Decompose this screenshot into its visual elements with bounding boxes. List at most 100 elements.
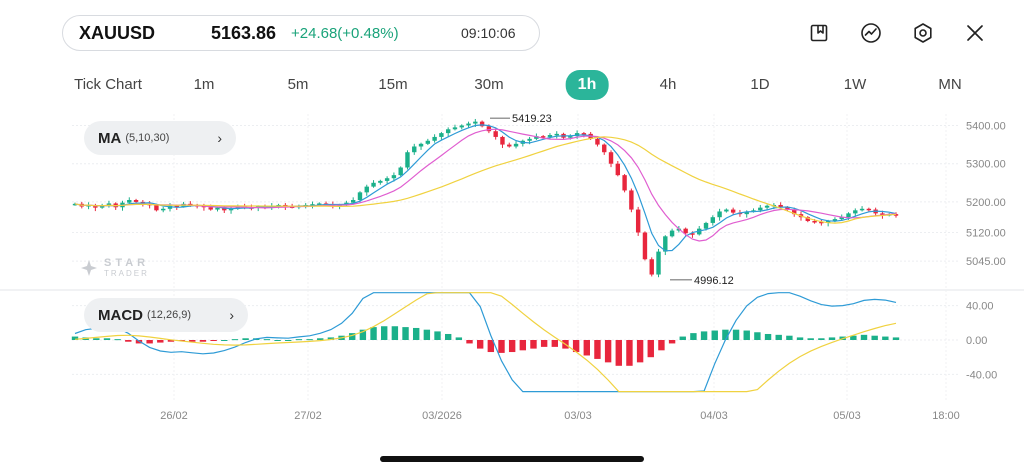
- macd-histogram-bar: [530, 340, 537, 349]
- candle-body: [602, 144, 607, 153]
- tab-mn[interactable]: MN: [938, 76, 962, 93]
- candle-body: [880, 213, 885, 216]
- candle-body: [378, 180, 383, 183]
- macd-histogram-bar: [636, 340, 644, 363]
- indicator-icon[interactable]: [858, 20, 884, 46]
- candle-body: [717, 211, 722, 218]
- tab-4h[interactable]: 4h: [659, 76, 677, 93]
- price-axis-label: 5400.00: [966, 120, 1006, 132]
- macd-histogram-bar: [722, 329, 729, 340]
- price-axis-label: 5200.00: [966, 197, 1006, 209]
- macd-histogram-bar: [487, 340, 495, 353]
- candle-body: [133, 200, 139, 202]
- home-indicator: [380, 456, 644, 462]
- macd-histogram-bar: [668, 340, 676, 344]
- macd-label: MACD: [98, 306, 143, 324]
- candle-body: [778, 204, 783, 208]
- candle-body: [445, 129, 451, 134]
- candle-body: [99, 205, 105, 208]
- candle-body: [72, 203, 78, 206]
- tab-1d[interactable]: 1D: [750, 76, 770, 93]
- macd-histogram-bar: [743, 330, 750, 340]
- candle-body: [432, 136, 437, 141]
- macd-histogram-bar: [572, 340, 580, 353]
- chart-area[interactable]: 5400.00 5300.00 5200.00 5120.00 5045.00 40.00…: [0, 106, 1024, 436]
- candle-body: [208, 207, 213, 210]
- candle-body: [479, 121, 485, 127]
- price-axis-label: 5120.00: [966, 227, 1006, 239]
- bookmark-icon[interactable]: [806, 20, 832, 46]
- tab-15m[interactable]: 15m: [378, 76, 408, 93]
- macd-histogram-bar: [71, 336, 79, 340]
- time-axis-label: 03/03: [564, 410, 592, 422]
- candle-body: [595, 138, 600, 145]
- tab-1h[interactable]: 1h: [565, 70, 609, 100]
- low-annotation: 4996.12: [694, 275, 734, 287]
- candle-body: [805, 217, 810, 222]
- macd-histogram-bar: [455, 337, 463, 340]
- candle-body: [866, 208, 872, 211]
- symbol-bar[interactable]: XAUUSD 5163.86 +24.68(+0.48%) 09:10:06: [62, 15, 540, 51]
- macd-histogram-bar: [764, 333, 772, 340]
- settings-icon[interactable]: [910, 20, 936, 46]
- macd-histogram-bar: [146, 340, 153, 344]
- macd-histogram-bar: [103, 338, 111, 340]
- candle-body: [513, 143, 519, 147]
- ma-indicator-pill[interactable]: MA (5,10,30) ›: [84, 121, 236, 155]
- candle-body: [547, 135, 553, 137]
- candle-body: [608, 152, 614, 164]
- candle-body: [418, 143, 424, 147]
- macd-histogram-bar: [882, 336, 889, 340]
- tab-tick-chart[interactable]: Tick Chart: [74, 76, 142, 93]
- macd-histogram-bar: [519, 340, 527, 351]
- symbol-name: XAUUSD: [79, 22, 156, 43]
- macd-indicator-pill[interactable]: MACD (12,26,9) ›: [84, 298, 248, 332]
- macd-histogram-bar: [359, 329, 367, 340]
- candle-body: [629, 190, 634, 210]
- candle-body: [839, 217, 844, 220]
- macd-histogram-bar: [157, 340, 164, 343]
- candle-body: [785, 207, 790, 210]
- candle-body: [161, 208, 166, 211]
- candle-body: [615, 163, 621, 176]
- candle-body: [825, 221, 831, 223]
- tab-30m[interactable]: 30m: [474, 76, 504, 93]
- macd-histogram-bar: [402, 327, 409, 340]
- candle-body: [764, 205, 770, 208]
- candle-body: [703, 222, 709, 229]
- candle-body: [507, 144, 512, 147]
- tab-1w[interactable]: 1W: [843, 76, 867, 93]
- close-icon[interactable]: [962, 20, 988, 46]
- candle-body: [554, 133, 559, 136]
- candle-body: [744, 211, 749, 215]
- candle-body: [405, 152, 410, 168]
- macd-histogram-bar: [583, 340, 590, 356]
- macd-histogram-bar: [860, 334, 868, 340]
- macd-histogram-bar: [391, 326, 399, 340]
- time-axis-label: 03/2026: [422, 410, 462, 422]
- ma-label: MA: [98, 129, 122, 147]
- macd-histogram-bar: [690, 333, 697, 340]
- candle-body: [350, 200, 356, 203]
- macd-histogram-bar: [871, 335, 878, 340]
- macd-histogram-bar: [135, 340, 143, 344]
- macd-histogram-bar: [498, 340, 505, 353]
- high-annotation: 5419.23: [512, 113, 552, 125]
- tab-5m[interactable]: 5m: [287, 76, 309, 93]
- time-axis-label: 04/03: [700, 410, 728, 422]
- candle-body: [439, 133, 444, 137]
- macd-histogram-bar: [732, 329, 740, 340]
- toolbar-icons: [806, 20, 988, 46]
- candlestick-chart[interactable]: 5400.00 5300.00 5200.00 5120.00 5045.00 40.00…: [0, 106, 1024, 436]
- macd-histogram-bar: [466, 340, 473, 344]
- brand-watermark: STAR TRADER: [80, 258, 149, 278]
- tab-1m[interactable]: 1m: [193, 76, 215, 93]
- price-change: +24.68(+0.48%): [291, 24, 399, 42]
- candle-body: [649, 259, 654, 275]
- macd-histogram-bar: [711, 330, 718, 340]
- macd-histogram-bar: [263, 339, 271, 341]
- candle-body: [174, 205, 179, 208]
- macd-histogram-bar: [327, 337, 335, 340]
- candle-body: [452, 127, 458, 130]
- macd-histogram-bar: [796, 337, 804, 340]
